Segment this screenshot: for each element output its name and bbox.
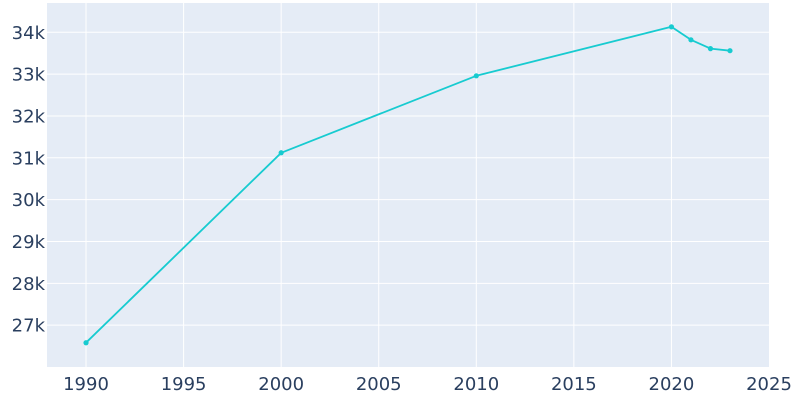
- plot-area: [47, 3, 769, 367]
- data-point: [668, 24, 675, 30]
- x-tick-label: 1995: [161, 374, 207, 395]
- y-tick-label: 28k: [12, 274, 46, 295]
- x-tick-label: 2020: [649, 374, 695, 395]
- data-point: [473, 73, 479, 79]
- data-point: [278, 150, 284, 156]
- x-tick-label: 2015: [551, 374, 597, 395]
- y-tick-label: 31k: [12, 148, 46, 169]
- x-tick-label: 1990: [63, 374, 109, 395]
- y-tick-label: 32k: [12, 106, 46, 127]
- x-tick-label: 2000: [258, 374, 304, 395]
- x-tick-label: 2025: [746, 374, 792, 395]
- x-gridlines: [85, 3, 672, 367]
- y-tick-label: 33k: [12, 65, 46, 86]
- data-point: [707, 46, 714, 52]
- y-axis-tick-labels: 27k 28k 29k 30k 31k 32k 33k 34k: [12, 23, 46, 337]
- y-gridlines: [47, 31, 769, 326]
- series-layer: [83, 24, 733, 346]
- y-tick-label: 29k: [12, 232, 46, 253]
- x-tick-label: 2010: [453, 374, 499, 395]
- x-axis-tick-labels: 1990 1995 2000 2005 2010 2015 2020 2025: [63, 374, 792, 395]
- x-tick-label: 2005: [356, 374, 402, 395]
- data-point: [688, 37, 694, 43]
- y-tick-label: 34k: [12, 23, 46, 44]
- y-tick-label: 27k: [12, 316, 46, 337]
- data-point: [727, 48, 733, 54]
- y-tick-label: 30k: [12, 190, 46, 211]
- data-point: [83, 340, 89, 346]
